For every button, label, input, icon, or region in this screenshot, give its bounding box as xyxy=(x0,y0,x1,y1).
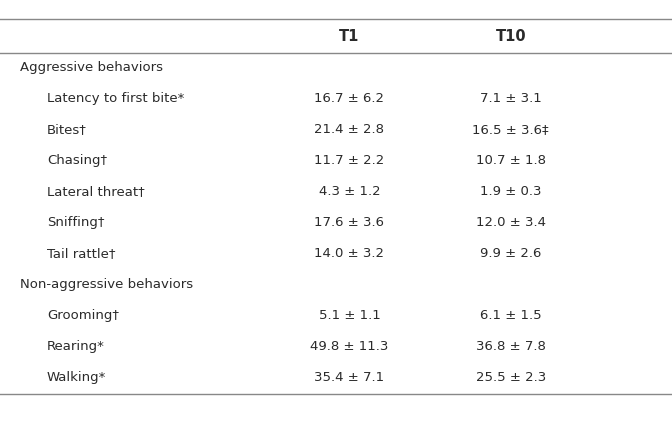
Text: 1.9 ± 0.3: 1.9 ± 0.3 xyxy=(480,185,542,198)
Text: 10.7 ± 1.8: 10.7 ± 1.8 xyxy=(476,154,546,167)
Text: Tail rattle†: Tail rattle† xyxy=(47,247,116,260)
Text: Walking*: Walking* xyxy=(47,371,106,384)
Text: Bites†: Bites† xyxy=(47,123,87,136)
Text: 16.7 ± 6.2: 16.7 ± 6.2 xyxy=(314,92,384,105)
Text: T10: T10 xyxy=(495,28,526,44)
Text: Sniffing†: Sniffing† xyxy=(47,216,105,229)
Text: Lateral threat†: Lateral threat† xyxy=(47,185,144,198)
Text: 5.1 ± 1.1: 5.1 ± 1.1 xyxy=(319,309,380,322)
Text: Aggressive behaviors: Aggressive behaviors xyxy=(20,61,163,74)
Text: 25.5 ± 2.3: 25.5 ± 2.3 xyxy=(476,371,546,384)
Text: 9.9 ± 2.6: 9.9 ± 2.6 xyxy=(480,247,542,260)
Text: 11.7 ± 2.2: 11.7 ± 2.2 xyxy=(314,154,384,167)
Text: 16.5 ± 3.6‡: 16.5 ± 3.6‡ xyxy=(472,123,549,136)
Text: Latency to first bite*: Latency to first bite* xyxy=(47,92,184,105)
Text: 7.1 ± 3.1: 7.1 ± 3.1 xyxy=(480,92,542,105)
Text: 12.0 ± 3.4: 12.0 ± 3.4 xyxy=(476,216,546,229)
Text: 36.8 ± 7.8: 36.8 ± 7.8 xyxy=(476,340,546,353)
Text: 14.0 ± 3.2: 14.0 ± 3.2 xyxy=(314,247,384,260)
Text: Non-aggressive behaviors: Non-aggressive behaviors xyxy=(20,278,194,291)
Text: 49.8 ± 11.3: 49.8 ± 11.3 xyxy=(310,340,388,353)
Text: Rearing*: Rearing* xyxy=(47,340,105,353)
Text: Grooming†: Grooming† xyxy=(47,309,119,322)
Text: 4.3 ± 1.2: 4.3 ± 1.2 xyxy=(319,185,380,198)
Text: Chasing†: Chasing† xyxy=(47,154,107,167)
Text: 21.4 ± 2.8: 21.4 ± 2.8 xyxy=(314,123,384,136)
Text: 6.1 ± 1.5: 6.1 ± 1.5 xyxy=(480,309,542,322)
Text: T1: T1 xyxy=(339,28,360,44)
Text: 17.6 ± 3.6: 17.6 ± 3.6 xyxy=(314,216,384,229)
Text: 35.4 ± 7.1: 35.4 ± 7.1 xyxy=(314,371,384,384)
